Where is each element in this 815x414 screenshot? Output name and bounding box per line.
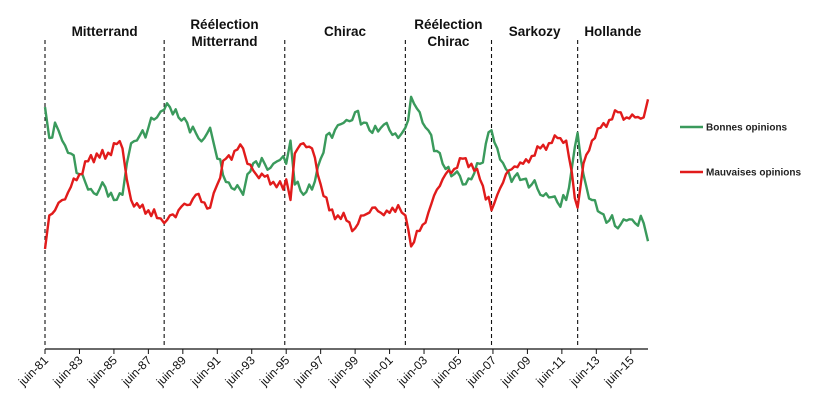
series-line-mauvaises-opinions xyxy=(43,99,650,250)
x-tick-label: juin-87 xyxy=(118,353,154,389)
x-axis-tick-labels: juin-81 juin-83 juin-85 juin-87 juin-89 juin-… xyxy=(15,353,637,389)
x-tick-label: juin-01 xyxy=(360,353,396,389)
series-lines xyxy=(43,95,650,250)
x-tick-label: juin-95 xyxy=(256,353,292,389)
x-tick-label: juin-93 xyxy=(222,353,258,389)
legend-item-mauvaises-opinions: Mauvaises opinions xyxy=(680,168,801,179)
x-tick-label: juin-99 xyxy=(325,353,361,389)
x-tick-label: juin-97 xyxy=(291,353,327,389)
period-label: Réélection Chirac xyxy=(414,17,482,49)
series-line-bonnes-opinions xyxy=(43,95,650,242)
x-tick-label: juin-05 xyxy=(429,353,465,389)
x-tick-label: juin-81 xyxy=(15,353,51,389)
period-label: Réélection Mitterrand xyxy=(190,17,258,49)
period-label: Mitterrand xyxy=(72,24,138,39)
x-tick-label: juin-83 xyxy=(49,353,85,389)
x-tick-label: juin-15 xyxy=(601,353,637,389)
legend-label-mauvaises-opinions: Mauvaises opinions xyxy=(706,168,801,179)
legend-item-bonnes-opinions: Bonnes opinions xyxy=(680,123,788,134)
period-label: Hollande xyxy=(584,24,641,39)
legend: Bonnes opinions Mauvaises opinions xyxy=(680,123,801,179)
period-label: Sarkozy xyxy=(509,24,561,39)
period-dividers xyxy=(44,40,579,348)
x-tick-label: juin-09 xyxy=(497,353,533,389)
x-tick-label: juin-91 xyxy=(187,353,223,389)
period-label: Chirac xyxy=(324,24,367,39)
x-axis-ticks xyxy=(44,349,632,354)
x-tick-label: juin-13 xyxy=(566,353,602,389)
period-labels: Mitterrand Réélection Mitterrand Chirac Réél… xyxy=(72,17,642,49)
legend-label-bonnes-opinions: Bonnes opinions xyxy=(706,123,788,134)
x-tick-label: juin-03 xyxy=(394,353,430,389)
x-tick-label: juin-89 xyxy=(153,353,189,389)
x-tick-label: juin-11 xyxy=(533,353,569,389)
x-tick-label: juin-07 xyxy=(463,353,499,389)
x-tick-label: juin-85 xyxy=(84,353,120,389)
